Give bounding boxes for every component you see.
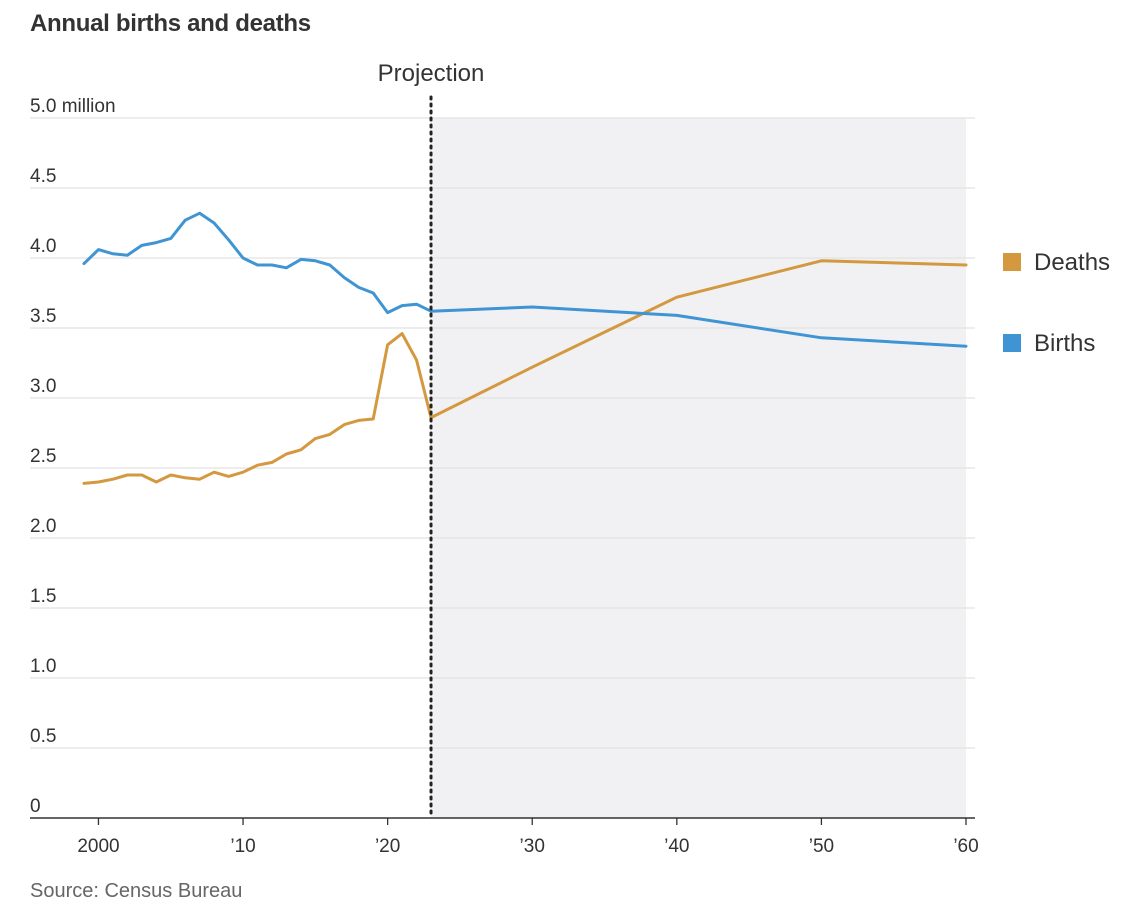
x-tick-label-2020: ’20 — [375, 836, 400, 857]
x-tick-label-2000: 2000 — [77, 836, 119, 857]
x-tick-label-2030: ’30 — [520, 836, 545, 857]
projection-marker: Projection — [378, 60, 485, 820]
series-line-deaths — [82, 259, 968, 485]
projection-label: Projection — [378, 60, 485, 87]
y-tick-label-0: 0 — [30, 796, 41, 817]
x-tick-label-2050: ’50 — [809, 836, 834, 857]
legend-label-deaths: Deaths — [1034, 249, 1110, 276]
legend-swatch-deaths — [1003, 253, 1021, 271]
y-tick-label-4: 4.0 — [30, 236, 56, 257]
x-tick-label-2040: ’40 — [664, 836, 689, 857]
legend-label-births: Births — [1034, 330, 1095, 357]
series-lines — [82, 211, 968, 485]
y-tick-label-0-5: 0.5 — [30, 726, 56, 747]
axes: 2000 ’10 ’20 ’30 ’40 ’50 ’60 — [30, 817, 979, 857]
legend-swatch-births — [1003, 334, 1021, 352]
x-tick-label-2060: ’60 — [953, 836, 978, 857]
y-tick-label-5: 5.0 million — [30, 96, 116, 117]
y-tick-label-4-5: 4.5 — [30, 166, 56, 187]
legend: Deaths Births — [1003, 249, 1110, 357]
y-tick-label-3-5: 3.5 — [30, 306, 56, 327]
y-tick-label-2: 2.0 — [30, 516, 56, 537]
gridlines: 0 0.5 1.0 1.5 2.0 2.5 3.0 3.5 4.0 4.5 5.0 million — [30, 96, 975, 817]
y-tick-label-3: 3.0 — [30, 376, 56, 397]
y-tick-label-1-5: 1.5 — [30, 586, 56, 607]
y-tick-label-1: 1.0 — [30, 656, 56, 677]
source-note: Source: Census Bureau — [30, 880, 243, 902]
series-line-births — [82, 211, 968, 348]
y-tick-label-2-5: 2.5 — [30, 446, 56, 467]
x-tick-label-2010: ’10 — [230, 836, 255, 857]
chart-title: Annual births and deaths — [30, 10, 311, 37]
